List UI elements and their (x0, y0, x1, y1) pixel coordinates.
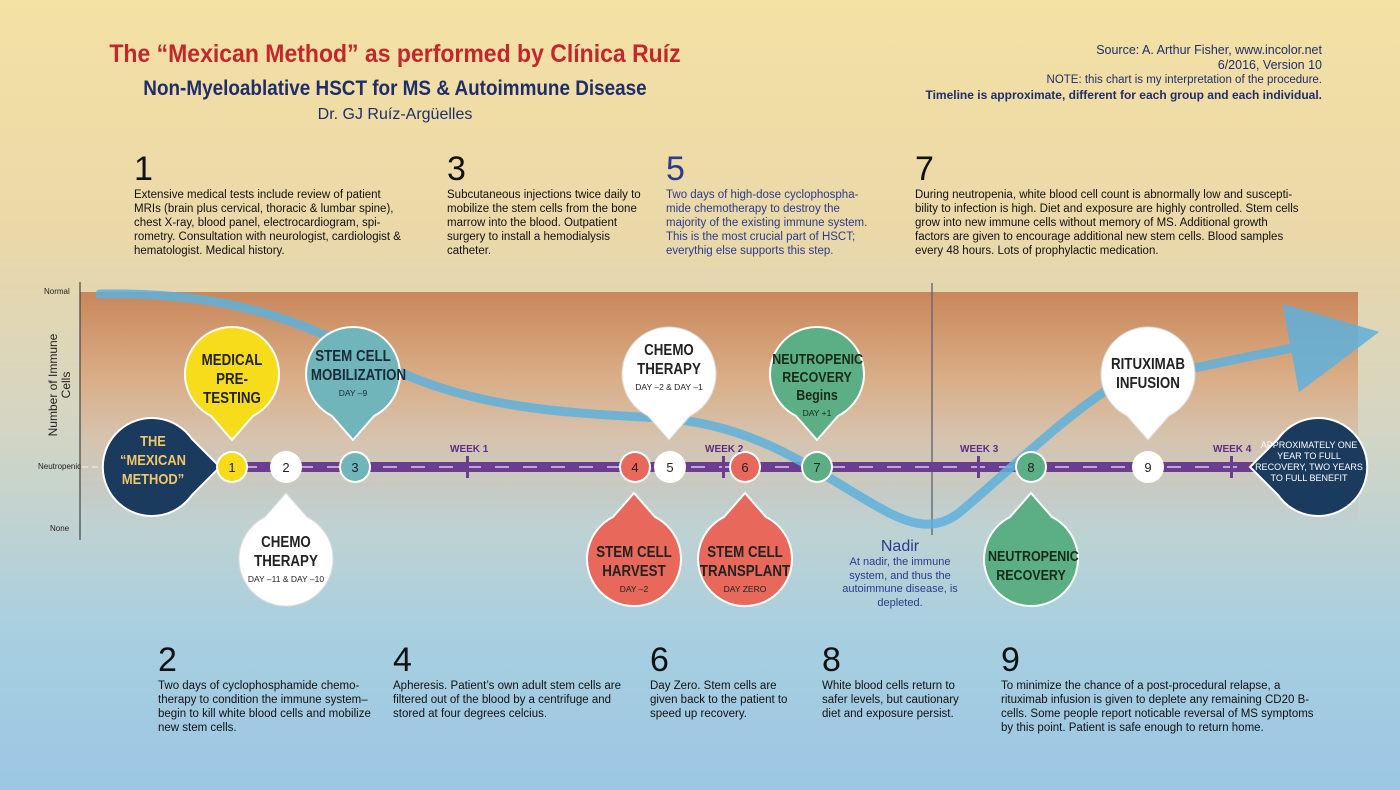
drop-7-day: DAY +1 (802, 408, 832, 418)
step-number: 2 (158, 641, 177, 679)
step-7-description: 7 During neutropenia, white blood cell c… (915, 152, 1305, 258)
drop-6-label: STEM CELL TRANSPLANT DAY ZERO (692, 543, 798, 595)
start-drop (101, 417, 222, 517)
drop-7-neutropenic (769, 326, 865, 442)
drop-5-day: DAY –2 & DAY –1 (635, 382, 703, 392)
end-drop-text: APPROXIMATELY ONE YEAR TO FULL RECOVERY,… (1255, 440, 1363, 483)
drop-3-label: STEM CELL MOBILIZATION DAY –9 (304, 347, 407, 399)
drop-2-text: CHEMO THERAPY (254, 534, 318, 570)
step-text: Extensive medical tests include review o… (134, 189, 401, 257)
drop-4-text: STEM CELL HARVEST (596, 544, 672, 580)
week-1-tick (466, 456, 469, 478)
drop-9-label: RITUXIMAB INFUSION (1098, 355, 1198, 393)
step-number: 7 (915, 150, 934, 188)
end-drop (1248, 417, 1369, 517)
node-7: 7 (803, 453, 831, 481)
author: Dr. GJ Ruíz-Argüelles (317, 106, 473, 123)
drop-5-chemo (621, 326, 717, 441)
drop-6-text: STEM CELL TRANSPLANT (699, 544, 791, 580)
drop-8-label: NEUTROPENIC RECOVERY (981, 548, 1081, 586)
step-number: 3 (447, 150, 466, 188)
week-4-tick (1230, 456, 1233, 478)
step-2-description: 2 Two days of cyclophosphamide chemo-the… (158, 643, 378, 735)
node-1: 1 (218, 453, 246, 481)
step-text: Two days of high-dose cyclophospha-mide … (666, 189, 868, 257)
node-9: 9 (1134, 453, 1162, 481)
drop-3-day: DAY –9 (338, 388, 368, 398)
drop-2-day: DAY –11 & DAY –10 (247, 574, 325, 584)
drop-5-text: CHEMO THERAPY (637, 342, 701, 378)
end-drop-label: APPROXIMATELY ONE YEAR TO FULL RECOVERY,… (1255, 428, 1363, 520)
step-text: Day Zero. Stem cells are given back to t… (650, 680, 788, 720)
step-number: 5 (666, 150, 685, 188)
drop-6-transplant (697, 491, 793, 607)
step-1-description: 1 Extensive medical tests include review… (134, 152, 404, 258)
drop-5-label: CHEMO THERAPY DAY –2 & DAY –1 (625, 341, 713, 393)
drop-4-label: STEM CELL HARVEST DAY –2 (586, 543, 682, 595)
timeline-note: Timeline is approximate, different for e… (925, 88, 1322, 102)
step-number: 6 (650, 641, 669, 679)
drop-3-mobilization (305, 326, 401, 442)
drop-8-neutropenic (983, 491, 1079, 607)
node-8: 8 (1017, 453, 1045, 481)
source-block: Source: A. Arthur Fisher, www.incolor.ne… (925, 43, 1322, 103)
drop-7-label: NEUTROPENIC RECOVERY Begins DAY +1 (765, 351, 869, 419)
step-4-description: 4 Apheresis. Patient’s own adult stem ce… (393, 643, 628, 721)
nadir-title: Nadir (880, 538, 920, 555)
drop-4-day: DAY –2 (619, 584, 649, 594)
week-1-label: WEEK 1 (450, 444, 489, 455)
node-5: 5 (656, 453, 684, 481)
step-text: Two days of cyclophosphamide chemo-thera… (158, 680, 371, 734)
drop-9-text: RITUXIMAB INFUSION (1110, 356, 1186, 392)
drop-4-harvest (586, 491, 682, 607)
version-line: 6/2016, Version 10 (1217, 58, 1322, 72)
drop-1-text: MEDICAL PRE-TESTING (201, 352, 263, 407)
week-3-label: WEEK 3 (960, 444, 999, 455)
week-3-tick (977, 456, 980, 478)
start-drop-label: THE “MEXICAN METHOD” (112, 432, 194, 489)
step-number: 1 (134, 150, 153, 188)
subtitle: Non-Myeloablative HSCT for MS & Autoimmu… (143, 77, 647, 100)
drop-3-text: STEM CELL MOBILIZATION (310, 348, 407, 384)
node-6: 6 (731, 453, 759, 481)
drop-1-medical (184, 326, 280, 442)
note-line: NOTE: this chart is my interpretation of… (1046, 74, 1322, 86)
drop-6-day: DAY ZERO (723, 584, 767, 594)
step-text: During neutropenia, white blood cell cou… (915, 189, 1299, 257)
axis-neutropenic-label: Neutropenic (38, 462, 82, 471)
step-9-description: 9 To minimize the chance of a post-proce… (1001, 643, 1321, 735)
step-6-description: 6 Day Zero. Stem cells are given back to… (650, 643, 805, 721)
node-4: 4 (621, 453, 649, 481)
step-text: Subcutaneous injections twice daily to m… (447, 189, 641, 257)
week-2-label: WEEK 2 (705, 444, 744, 455)
node-3: 3 (341, 453, 369, 481)
drop-2-label: CHEMO THERAPY DAY –11 & DAY –10 (238, 533, 334, 585)
node-2: 2 (272, 453, 300, 481)
drop-9-rituximab (1100, 326, 1196, 441)
drop-2-chemo (238, 492, 334, 607)
source-line: Source: A. Arthur Fisher, www.incolor.ne… (1096, 43, 1322, 57)
step-text: White blood cells return to safer levels… (822, 680, 959, 720)
step-text: To minimize the chance of a post-procedu… (1001, 680, 1314, 734)
step-text: Apheresis. Patient’s own adult stem cell… (393, 680, 621, 720)
axis-normal-label: Normal (44, 287, 70, 296)
nadir-text: At nadir, the immune system, and thus th… (842, 556, 958, 609)
step-number: 8 (822, 641, 841, 679)
week-2-tick (722, 456, 725, 478)
drop-8-text: NEUTROPENIC RECOVERY (988, 549, 1079, 584)
week-4-label: WEEK 4 (1213, 444, 1252, 455)
axis-none-label: None (50, 524, 70, 533)
nadir-annotation: Nadir At nadir, the immune system, and t… (840, 538, 960, 610)
drop-7-text: NEUTROPENIC RECOVERY Begins (772, 352, 864, 404)
step-8-description: 8 White blood cells return to safer leve… (822, 643, 967, 721)
drop-1-label: MEDICAL PRE-TESTING (183, 351, 281, 408)
step-3-description: 3 Subcutaneous injections twice daily to… (447, 152, 642, 258)
step-5-description: 5 Two days of high-dose cyclophospha-mid… (666, 152, 881, 258)
start-drop-text: THE “MEXICAN METHOD” (120, 433, 186, 488)
main-title: The “Mexican Method” as performed by Clí… (109, 40, 681, 68)
step-number: 4 (393, 641, 412, 679)
step-number: 9 (1001, 641, 1020, 679)
